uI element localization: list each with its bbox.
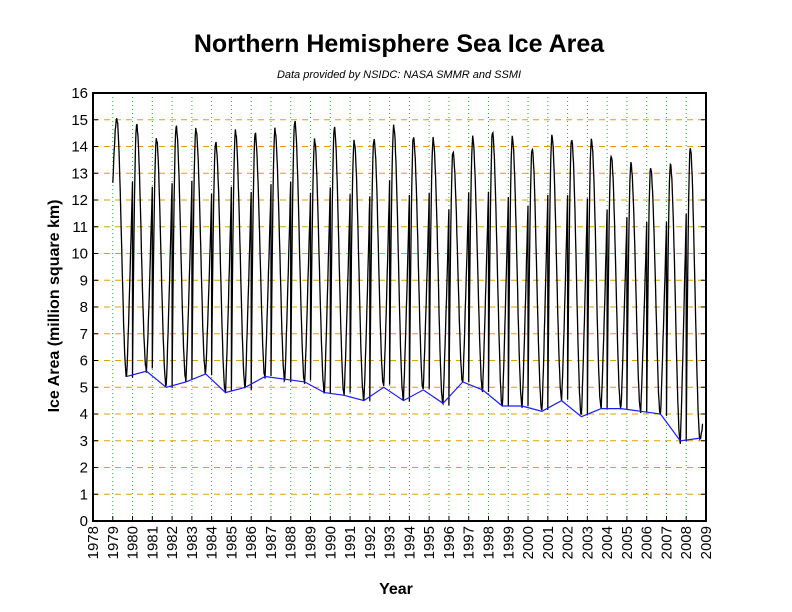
x-tick-label: 2002 bbox=[560, 526, 577, 559]
y-tick-label: 10 bbox=[71, 246, 88, 263]
x-tick-label: 1992 bbox=[362, 526, 379, 559]
x-tick-label: 1982 bbox=[164, 526, 181, 559]
x-tick-label: 2009 bbox=[698, 526, 715, 559]
x-tick-label: 1986 bbox=[243, 526, 260, 559]
y-tick-label: 15 bbox=[71, 112, 88, 129]
x-tick-label: 2000 bbox=[520, 526, 537, 559]
x-tick-label: 1989 bbox=[303, 526, 320, 559]
x-tick-label: 1980 bbox=[125, 526, 142, 559]
grid bbox=[93, 93, 706, 521]
x-tick-label: 1995 bbox=[421, 526, 438, 559]
y-tick-label: 7 bbox=[80, 326, 88, 343]
y-tick-label: 8 bbox=[80, 299, 88, 316]
annual-minimum-series-line bbox=[126, 370, 701, 442]
x-tick-label: 1997 bbox=[461, 526, 478, 559]
x-tick-label: 2005 bbox=[619, 526, 636, 559]
x-tick-label: 1994 bbox=[401, 526, 418, 559]
x-tick-label: 1999 bbox=[500, 526, 517, 559]
chart-title: Northern Hemisphere Sea Ice Area bbox=[194, 30, 605, 58]
x-tick-label: 1990 bbox=[322, 526, 339, 559]
y-tick-label: 11 bbox=[72, 219, 88, 236]
x-axis-label: Year bbox=[379, 581, 413, 598]
x-tick-label: 1988 bbox=[283, 526, 300, 559]
x-tick-label: 2004 bbox=[599, 526, 616, 559]
y-tick-label: 5 bbox=[80, 379, 88, 396]
x-tick-label: 1978 bbox=[85, 526, 102, 559]
ice-area-series-line bbox=[112, 118, 704, 444]
y-tick-label: 1 bbox=[80, 486, 88, 503]
x-tick-label: 2006 bbox=[639, 526, 656, 559]
x-tick-label: 2003 bbox=[579, 526, 596, 559]
y-tick-label: 12 bbox=[71, 192, 88, 209]
y-tick-label: 0 bbox=[80, 513, 88, 530]
x-tick-label: 1985 bbox=[223, 526, 240, 559]
x-tick-label: 1981 bbox=[144, 526, 161, 559]
x-tick-label: 1979 bbox=[105, 526, 122, 559]
x-tick-label: 2008 bbox=[678, 526, 695, 559]
x-tick-label: 1996 bbox=[441, 526, 458, 559]
y-axis-label: Ice Area (million square km) bbox=[46, 200, 63, 413]
x-tick-label: 1998 bbox=[480, 526, 497, 559]
y-tick-label: 9 bbox=[80, 272, 88, 289]
y-tick-label: 2 bbox=[80, 460, 88, 477]
y-tick-label: 14 bbox=[71, 139, 88, 156]
y-tick-label: 13 bbox=[71, 165, 88, 182]
series-layer bbox=[112, 118, 704, 444]
x-tick-label: 1984 bbox=[204, 526, 221, 559]
x-tick-label: 2001 bbox=[540, 526, 557, 559]
x-tick-labels: 1978 1979 1980 1981 1982 1983 1984 1985 1986 1987… bbox=[85, 516, 715, 559]
y-tick-label: 3 bbox=[80, 433, 88, 450]
x-tick-label: 1991 bbox=[342, 526, 359, 559]
x-tick-label: 1987 bbox=[263, 526, 280, 559]
y-tick-label: 4 bbox=[80, 406, 88, 423]
y-tick-label: 16 bbox=[71, 85, 88, 102]
x-tick-label: 1993 bbox=[382, 526, 399, 559]
x-tick-label: 1983 bbox=[184, 526, 201, 559]
x-tick-label: 2007 bbox=[658, 526, 675, 559]
y-tick-label: 6 bbox=[80, 353, 88, 370]
chart-subtitle: Data provided by NSIDC: NASA SMMR and SS… bbox=[277, 69, 521, 81]
